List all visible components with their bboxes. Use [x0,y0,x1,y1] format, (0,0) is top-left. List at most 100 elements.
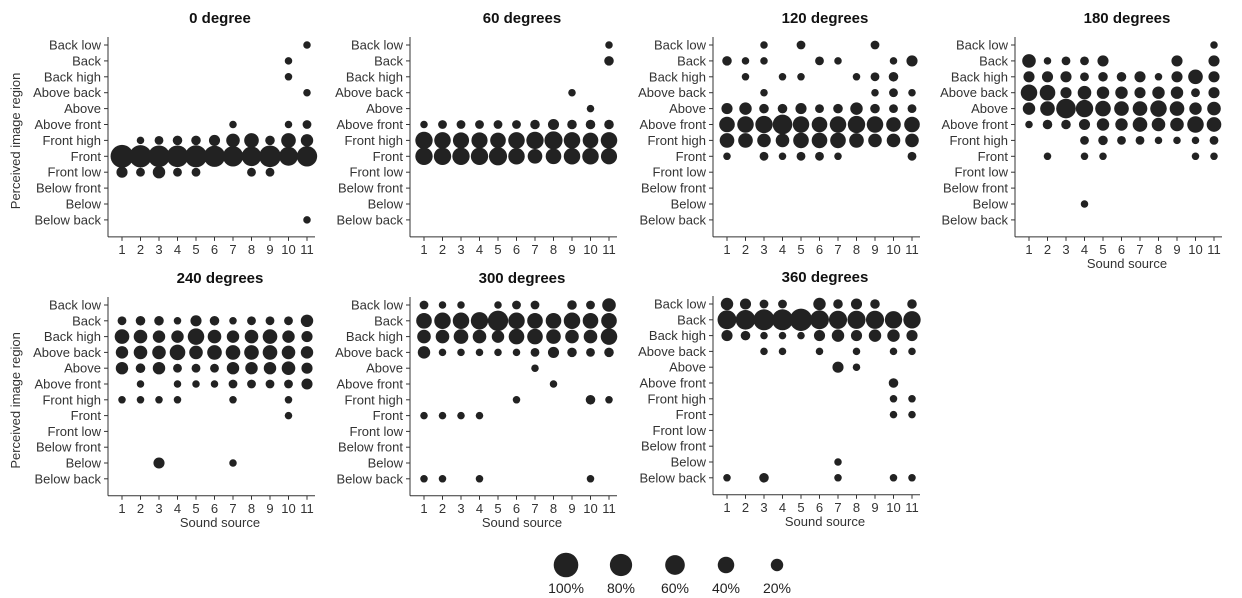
data-point [1043,152,1052,161]
x-axis-label: Sound source [482,515,562,530]
data-point [1132,101,1148,116]
data-point [229,317,237,325]
data-point [152,165,166,179]
y-tick-label: Front high [949,133,1008,148]
data-point [547,346,560,358]
x-tick-label: 10 [583,242,597,257]
data-point [1080,200,1089,208]
data-point [852,347,861,356]
y-tick-label: Front [373,149,404,164]
y-tick-label: Below front [943,181,1008,196]
x-tick-label: 5 [797,500,804,515]
x-tick-label: 5 [494,501,501,516]
data-point [904,116,920,133]
x-tick-label: 1 [723,500,730,515]
legend-marker [609,553,633,577]
data-point [1210,152,1218,161]
data-point [1043,57,1052,65]
data-point [1078,118,1091,131]
x-axis-label: Sound source [180,515,260,530]
data-point [834,57,842,65]
x-tick-label: 10 [886,500,900,515]
data-point [544,131,563,150]
data-point [888,72,899,82]
data-point [811,132,828,149]
data-point [110,144,134,168]
data-point [494,348,502,357]
data-point [282,330,295,343]
y-tick-label: Below front [641,439,706,454]
y-tick-label: Front high [344,133,403,148]
data-point [905,133,919,148]
x-tick-label: 2 [742,242,749,257]
x-tick-label: 6 [816,242,823,257]
x-tick-label: 11 [300,242,314,257]
data-point [720,297,734,311]
data-point [886,133,901,148]
data-point [582,312,599,329]
y-tick-label: Below [368,456,404,471]
panel-title: 240 degrees [177,270,264,287]
data-point [300,346,314,359]
x-tick-label: 2 [137,242,144,257]
data-point [296,146,318,167]
data-point [512,348,521,357]
data-point [173,167,182,177]
x-tick-label: 3 [155,242,162,257]
y-tick-label: Below back [337,471,404,486]
data-point [586,104,595,113]
data-point [301,362,313,374]
data-point [792,116,810,133]
data-point [738,133,753,148]
x-tick-label: 10 [281,501,295,516]
data-point [472,329,487,344]
x-tick-label: 5 [1099,242,1106,257]
data-point [209,316,220,326]
data-point [586,300,595,310]
data-point [772,114,793,135]
data-point [1171,55,1183,67]
data-point [828,310,848,329]
y-tick-label: Below [66,197,102,212]
data-point [832,361,844,373]
data-point [549,380,558,388]
data-point [152,330,166,343]
data-point [563,132,581,149]
y-tick-label: Back high [346,69,403,84]
panel-title: 120 degrees [782,10,869,27]
data-point [512,120,521,129]
data-point [775,133,790,148]
data-point [847,115,866,134]
data-point [508,312,525,330]
x-tick-label: 7 [834,242,841,257]
data-point [600,148,618,165]
data-point [583,329,598,344]
data-point [563,148,581,165]
data-point [527,312,543,329]
data-point [1208,71,1220,83]
data-point [1154,136,1163,145]
legend-marker [717,556,735,574]
x-tick-label: 9 [871,500,878,515]
data-point [759,473,769,483]
data-point [778,331,787,340]
y-tick-label: Above [64,361,101,376]
data-point [416,312,432,329]
data-point [133,345,148,360]
data-point [259,145,281,168]
y-tick-label: Back low [956,38,1009,53]
x-tick-label: 3 [457,501,464,516]
x-tick-label: 11 [905,242,919,257]
data-point [207,345,222,360]
data-point [457,411,465,420]
x-tick-label: 7 [229,242,236,257]
x-tick-label: 7 [531,501,538,516]
data-point [415,131,433,150]
data-point [1151,117,1166,132]
x-tick-label: 3 [155,501,162,516]
data-point [172,135,183,146]
y-tick-label: Above front [35,117,102,132]
data-point [567,347,577,358]
data-point [888,378,899,388]
data-point [475,348,484,357]
